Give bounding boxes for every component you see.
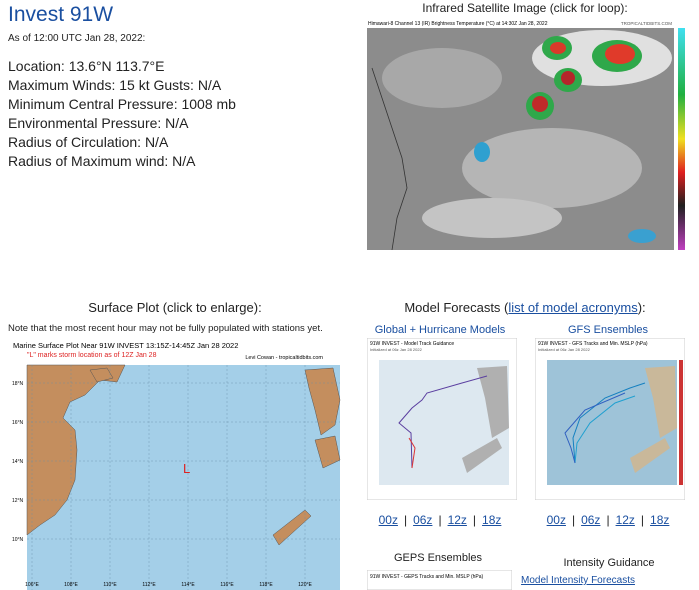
separator: |: [640, 513, 645, 527]
detail-line: Maximum Winds: 15 kt Gusts: N/A: [8, 77, 222, 93]
model-image[interactable]: 91W INVEST - Model Track GuidanceInitial…: [367, 338, 517, 500]
image-subtitle: Initialized at 06z Jan 28 2022: [370, 347, 423, 352]
lat-label: 16°N: [12, 420, 24, 426]
image-credit: Levi Cowan - tropicaltidbits.com: [245, 355, 323, 361]
panel-title: GFS Ensembles: [567, 324, 649, 336]
run-link[interactable]: 18z: [650, 513, 670, 527]
land: [630, 438, 670, 473]
intensity-title: Intensity Guidance: [563, 557, 655, 569]
detail-line: Location: 13.6°N 113.7°E: [8, 58, 165, 74]
satellite-heading: Infrared Satellite Image (click for loop…: [422, 1, 628, 15]
separator: |: [403, 513, 408, 527]
surface-note: Note that the most recent hour may not b…: [8, 323, 323, 334]
geps-image[interactable]: 91W INVEST - GEPS Tracks and Min. MSLP (…: [367, 570, 512, 590]
detail-line: Radius of Maximum wind: N/A: [8, 153, 196, 169]
run-link[interactable]: 06z: [581, 513, 601, 527]
detail-line: Radius of Circulation: N/A: [8, 134, 169, 150]
satellite-image[interactable]: Himawari-8 Channel 13 (IR) Brightness Te…: [352, 18, 692, 260]
detail-line: Minimum Central Pressure: 1008 mb: [8, 96, 236, 112]
lon-label: 118°E: [259, 582, 273, 588]
image-title: Himawari-8 Channel 13 (IR) Brightness Te…: [368, 21, 548, 27]
lon-label: 106°E: [25, 582, 39, 588]
lon-label: 112°E: [142, 582, 156, 588]
image-title: 91W INVEST - GEPS Tracks and Min. MSLP (…: [370, 574, 484, 580]
lat-label: 12°N: [12, 498, 24, 504]
land: [462, 438, 502, 473]
lon-label: 114°E: [181, 582, 195, 588]
run-link[interactable]: 18z: [482, 513, 502, 527]
track: [408, 437, 416, 469]
image-title: Marine Surface Plot Near 91W INVEST 13:1…: [13, 341, 238, 350]
storm-marker: L: [183, 461, 190, 476]
lat-label: 14°N: [12, 459, 24, 465]
run-link[interactable]: 00z: [546, 513, 566, 527]
as-of: As of 12:00 UTC Jan 28, 2022:: [8, 33, 146, 44]
land: [477, 366, 509, 438]
run-link[interactable]: 06z: [413, 513, 433, 527]
image-title: 91W INVEST - Model Track Guidance: [370, 341, 454, 347]
panel-title: Global + Hurricane Models: [374, 324, 506, 336]
surface-plot-image[interactable]: Marine Surface Plot Near 91W INVEST 13:1…: [5, 340, 345, 590]
image-subtitle: Initialized at 06z Jan 28 2022: [538, 347, 591, 352]
run-link[interactable]: 12z: [447, 513, 467, 527]
lon-label: 110°E: [103, 582, 117, 588]
track: [564, 392, 626, 464]
run-links: 00z | 06z | 12z | 18z: [379, 513, 502, 527]
lon-label: 116°E: [220, 582, 234, 588]
model-image[interactable]: 91W INVEST - GFS Tracks and Min. MSLP (h…: [535, 338, 685, 500]
lat-label: 18°N: [12, 381, 24, 387]
model-heading: Model Forecasts (list of model acronyms)…: [404, 300, 645, 315]
lon-label: 108°E: [64, 582, 78, 588]
run-links: 00z | 06z | 12z | 18z: [547, 513, 670, 527]
colorbar: [679, 360, 683, 485]
separator: |: [606, 513, 610, 527]
separator: |: [571, 513, 576, 527]
run-link[interactable]: 12z: [615, 513, 635, 527]
separator: |: [472, 513, 477, 527]
geps-title: GEPS Ensembles: [393, 552, 483, 564]
detail-line: Environmental Pressure: N/A: [8, 115, 189, 131]
track: [574, 395, 636, 464]
storm-title: Invest 91W: [8, 3, 114, 26]
image-title: 91W INVEST - GFS Tracks and Min. MSLP (h…: [538, 341, 648, 347]
run-link[interactable]: 00z: [378, 513, 398, 527]
surface-heading: Surface Plot (click to enlarge):: [88, 300, 262, 315]
land: [645, 366, 677, 438]
heading-text: Model Forecasts (: [404, 300, 509, 315]
lat-label: 10°N: [12, 537, 24, 543]
image-subtitle: "L" marks storm location as of 12Z Jan 2…: [27, 352, 157, 359]
intensity-link[interactable]: Model Intensity Forecasts: [521, 575, 635, 586]
lon-label: 120°E: [298, 582, 312, 588]
track: [572, 382, 646, 464]
separator: |: [438, 513, 442, 527]
image-credit: TROPICALTIDBITS.COM: [621, 21, 672, 26]
heading-text: ):: [637, 300, 646, 315]
track: [398, 375, 488, 469]
acronyms-link[interactable]: list of model acronyms: [508, 300, 638, 315]
